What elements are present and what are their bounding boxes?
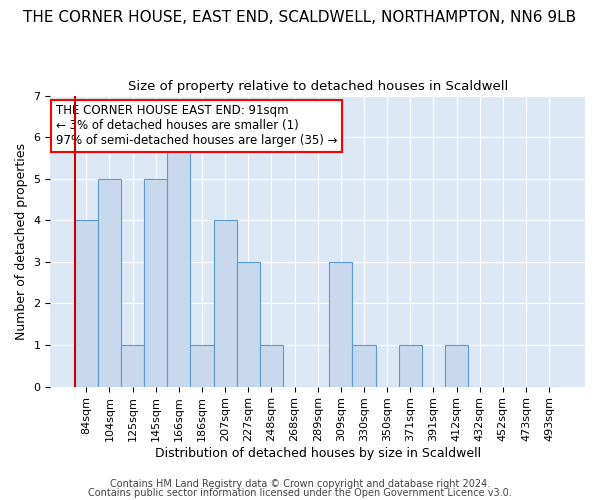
Bar	[98, 178, 121, 386]
Bar	[167, 137, 190, 386]
Bar	[144, 178, 167, 386]
Bar	[214, 220, 237, 386]
Bar	[260, 345, 283, 387]
X-axis label: Distribution of detached houses by size in Scaldwell: Distribution of detached houses by size …	[155, 447, 481, 460]
Text: Contains public sector information licensed under the Open Government Licence v3: Contains public sector information licen…	[88, 488, 512, 498]
Bar	[352, 345, 376, 387]
Title: Size of property relative to detached houses in Scaldwell: Size of property relative to detached ho…	[128, 80, 508, 93]
Bar	[445, 345, 468, 387]
Text: Contains HM Land Registry data © Crown copyright and database right 2024.: Contains HM Land Registry data © Crown c…	[110, 479, 490, 489]
Bar	[237, 262, 260, 386]
Text: THE CORNER HOUSE, EAST END, SCALDWELL, NORTHAMPTON, NN6 9LB: THE CORNER HOUSE, EAST END, SCALDWELL, N…	[23, 10, 577, 25]
Bar	[399, 345, 422, 387]
Text: THE CORNER HOUSE EAST END: 91sqm
← 3% of detached houses are smaller (1)
97% of : THE CORNER HOUSE EAST END: 91sqm ← 3% of…	[56, 104, 337, 148]
Bar	[75, 220, 98, 386]
Bar	[121, 345, 144, 387]
Y-axis label: Number of detached properties: Number of detached properties	[15, 142, 28, 340]
Bar	[190, 345, 214, 387]
Bar	[329, 262, 352, 386]
